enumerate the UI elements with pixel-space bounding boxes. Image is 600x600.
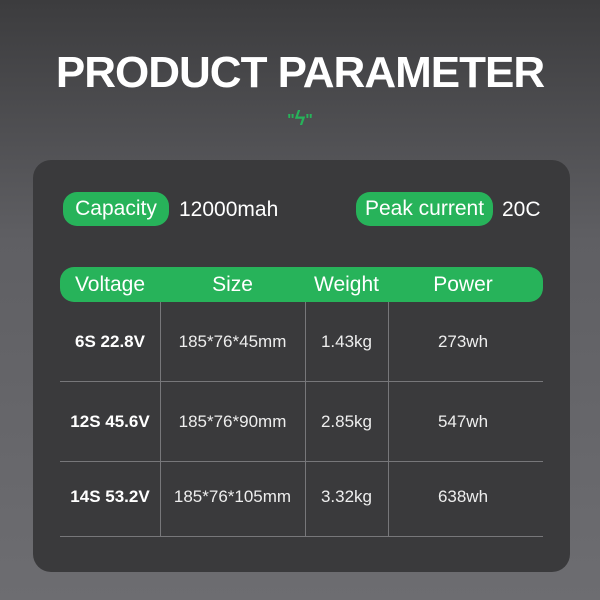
lightning-bolt-icon: "ϟ"	[287, 108, 313, 130]
table-row: 14S 53.2V 185*76*105mm 3.32kg 638wh	[60, 457, 543, 537]
cell-weight: 1.43kg	[320, 332, 373, 351]
cell-weight: 2.85kg	[320, 412, 373, 431]
cell-size: 185*76*105mm	[173, 487, 292, 506]
cell-weight: 3.32kg	[320, 487, 373, 506]
cell-power: 273wh	[437, 332, 489, 351]
cell-power: 638wh	[437, 487, 489, 506]
peak-current-label: Peak current	[356, 192, 493, 226]
header-power: Power	[433, 273, 493, 296]
header-weight: Weight	[314, 273, 379, 296]
header-voltage: Voltage	[74, 273, 146, 296]
table-header: Voltage Size Weight Power	[60, 267, 543, 302]
table-row: 12S 45.6V 185*76*90mm 2.85kg 547wh	[60, 382, 543, 462]
peak-current-value: 20C	[502, 198, 541, 221]
capacity-value: 12000mah	[179, 198, 279, 221]
cell-power: 547wh	[437, 412, 489, 431]
header-size: Size	[212, 273, 253, 296]
cell-voltage: 14S 53.2V	[70, 487, 150, 506]
table-row: 6S 22.8V 185*76*45mm 1.43kg 273wh	[60, 302, 543, 382]
parameter-card: Capacity 12000mah Peak current 20C Volta…	[33, 160, 570, 572]
capacity-label: Capacity	[63, 192, 169, 226]
page-title: PRODUCT PARAMETER	[55, 48, 545, 97]
cell-size: 185*76*90mm	[178, 412, 287, 431]
cell-voltage: 6S 22.8V	[75, 332, 145, 351]
cell-size: 185*76*45mm	[178, 332, 287, 351]
cell-voltage: 12S 45.6V	[70, 412, 150, 431]
